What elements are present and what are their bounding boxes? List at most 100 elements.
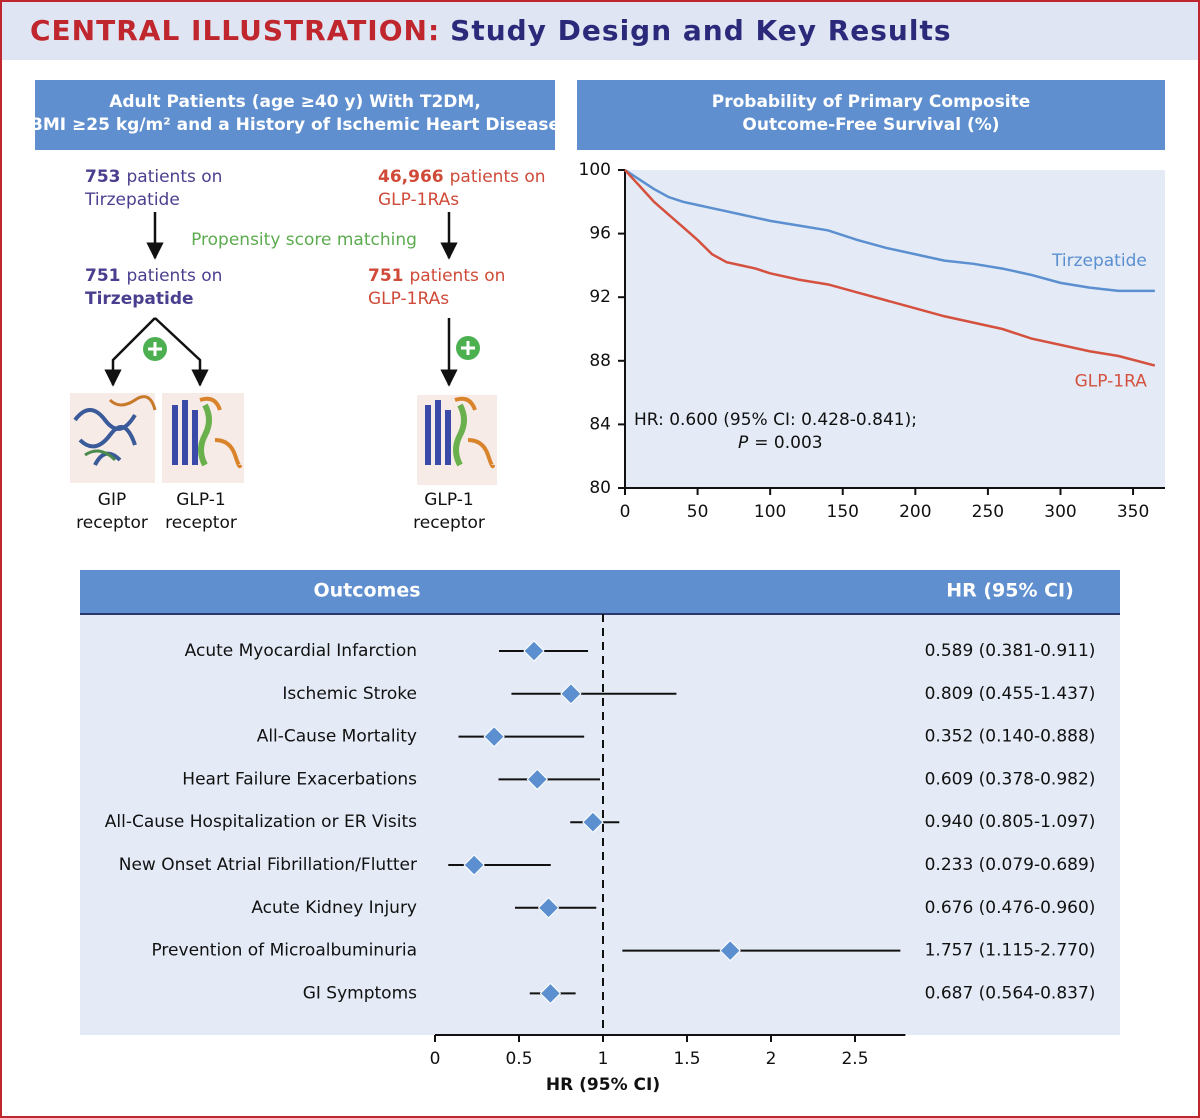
count-text: patients on [410,266,506,286]
outcome-label: New Onset Atrial Fibrillation/Flutter [119,855,417,875]
group-count: 46,966 patients on [378,167,546,187]
hr-marker [523,640,545,662]
outcome-label: Acute Myocardial Infarction [185,641,417,661]
matching: Propensity score matching [191,230,417,250]
x-tick-label: 250 [972,502,1004,522]
count-text: patients on [127,167,223,187]
plus-icon [456,336,480,360]
glp1-receptor-image [417,395,497,485]
outcome-label: Ischemic Stroke [282,684,417,704]
count: 753 [85,167,121,187]
group-count: 753 patients on [85,167,222,187]
receptor-label: GLP-1 [424,490,473,510]
plot-area [625,170,1165,488]
x-tick-label: 300 [1044,502,1076,522]
x-tick-label: 1 [598,1049,609,1069]
x-tick-label: 150 [827,502,859,522]
drug: Tirzepatide [84,190,180,210]
x-tick-label: 1.5 [673,1049,700,1069]
hr-value-label: 0.352 (0.140-0.888) [925,727,1096,747]
x-tick-label: 0 [430,1049,441,1069]
chart-title: Probability of Primary Composite [712,92,1031,112]
column-header: HR (95% CI) [946,580,1074,602]
y-tick-label: 84 [589,414,611,434]
series-label: Tirzepatide [1051,251,1147,271]
count: 751 [368,266,404,286]
p-text: = 0.003 [754,433,822,453]
x-tick-label: 2 [766,1049,777,1069]
hr-marker [483,725,505,748]
receptor-label: receptor [76,513,148,533]
x-tick-label: 350 [1117,502,1149,522]
x-tick-label: 0.5 [505,1049,532,1069]
annotation: P = 0.003 [738,433,823,453]
hr-value-label: 0.809 (0.455-1.437) [925,684,1096,704]
glp1-receptor-image [162,393,244,483]
annotation: HR: 0.600 (95% CI: 0.428-0.841); [634,410,917,430]
drug: Tirzepatide [85,289,194,309]
x-tick-label: 200 [899,502,931,522]
hr-marker [463,854,485,876]
y-tick-label: 88 [589,351,611,371]
drug: GLP-1RAs [378,190,459,210]
series-label: GLP-1RA [1075,372,1148,392]
hr-marker [582,811,604,833]
count-text: patients on [127,266,223,286]
y-tick-label: 100 [579,160,611,180]
column-header: Outcomes [313,580,420,602]
group-count: 751 patients on [368,266,505,286]
header-title: Study Design and Key Results [450,14,951,47]
hr-value-label: 1.757 (1.115-2.770) [925,941,1096,961]
receptor-label: GLP-1 [176,490,225,510]
group-count: 751 patients on [85,266,222,286]
outcome-label: Heart Failure Exacerbations [182,769,417,789]
arrow [154,317,209,387]
survival-curve [624,168,1155,293]
header: CENTRAL ILLUSTRATION: Study Design and Ke… [30,14,952,47]
outcome-label: Acute Kidney Injury [251,898,417,918]
hr-marker [719,939,741,962]
y-tick-label: 96 [589,224,611,244]
outcome-label: GI Symptoms [303,983,417,1003]
km-title-box [577,80,1165,150]
hr-value-label: 0.676 (0.476-0.960) [925,898,1096,918]
drug: GLP-1RAs [368,289,449,309]
x-tick-label: 0 [620,502,631,522]
receptor-label: receptor [165,513,237,533]
y-tick-label: 80 [589,478,611,498]
population-box [35,80,555,150]
plus-icon [143,337,167,361]
hr-value-label: 0.609 (0.378-0.982) [925,769,1096,789]
forest-header [80,570,1120,614]
p-symbol: P [738,433,749,453]
hr-marker [537,897,560,919]
count: 46,966 [378,167,444,187]
x-axis-label: HR (95% CI) [546,1075,660,1095]
x-tick-label: 50 [687,502,709,522]
header-label: CENTRAL ILLUSTRATION: [30,14,440,47]
count-text: patients on [450,167,546,187]
outcome-label: Prevention of Microalbuminuria [151,941,417,961]
count: 751 [85,266,121,286]
hr-marker [526,768,549,791]
header-band [2,2,1198,60]
outcome-label: All-Cause Mortality [257,727,417,747]
hr-value-label: 0.687 (0.564-0.837) [925,983,1096,1003]
receptor-label: GIP [98,490,126,510]
hr-marker [560,683,582,705]
x-tick-label: 2.5 [841,1049,868,1069]
hr-value-label: 0.589 (0.381-0.911) [925,641,1096,661]
chart-title: Outcome-Free Survival (%) [742,115,999,135]
hr-value-label: 0.233 (0.079-0.689) [925,855,1096,875]
arrow [104,317,156,387]
hr-value-label: 0.940 (0.805-1.097) [925,812,1096,832]
receptor-label: receptor [413,513,485,533]
survival-curve [624,169,1156,367]
population-line: Adult Patients (age ≥40 y) With T2DM, [109,92,481,112]
outcome-label: All-Cause Hospitalization or ER Visits [105,812,417,832]
y-tick-label: 92 [589,287,611,307]
population-line: BMI ≥25 kg/m² and a History of Ischemic … [30,115,560,135]
x-tick-label: 100 [754,502,786,522]
hr-marker [539,982,562,1005]
